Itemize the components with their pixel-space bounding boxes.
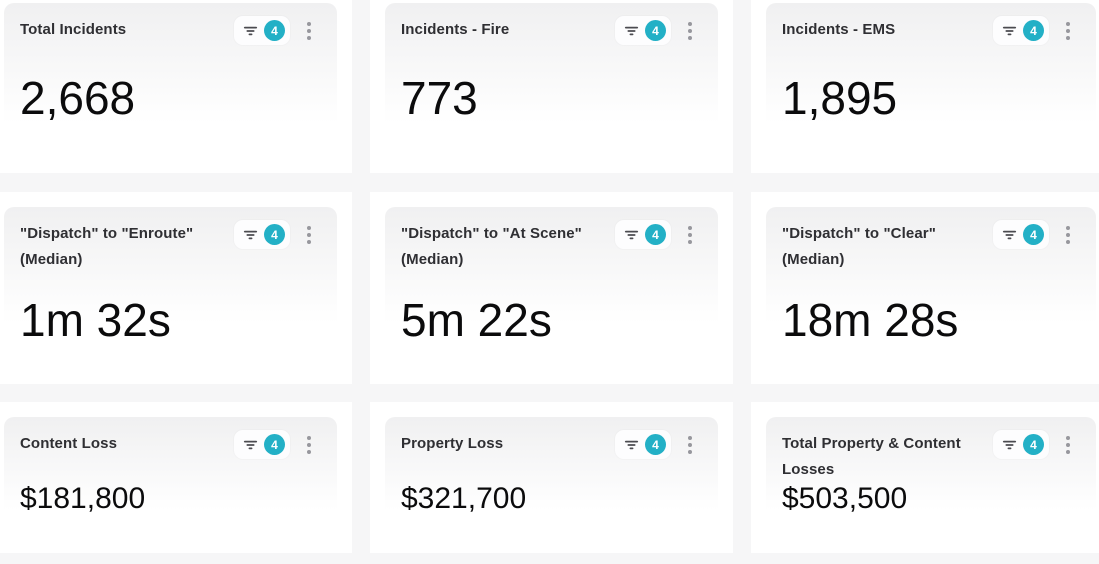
filter-lines-icon bbox=[1002, 438, 1017, 452]
filter-lines-icon bbox=[624, 228, 639, 242]
kebab-menu-icon[interactable] bbox=[1062, 433, 1074, 457]
kebab-menu-icon[interactable] bbox=[684, 433, 696, 457]
gutter-strip-vertical-2 bbox=[733, 0, 751, 564]
kebab-menu-icon[interactable] bbox=[303, 433, 315, 457]
gutter-strip-horizontal-3 bbox=[0, 553, 1099, 564]
kebab-menu-icon[interactable] bbox=[684, 223, 696, 247]
card-value: 1m 32s bbox=[20, 294, 171, 346]
card-header: "Dispatch" to "At Scene" (Median) 4 bbox=[401, 220, 696, 273]
card-title: Incidents - EMS bbox=[782, 21, 896, 38]
filter-count-badge: 4 bbox=[264, 224, 285, 245]
filter-count-badge: 4 bbox=[1023, 434, 1044, 455]
card-value: 1,895 bbox=[782, 72, 898, 124]
card-header-controls: 4 bbox=[234, 16, 315, 45]
card-title: Content Loss bbox=[20, 435, 118, 452]
card-title: "Dispatch" to "Clear" (Median) bbox=[782, 225, 936, 268]
filter-count-badge: 4 bbox=[264, 20, 285, 41]
card-header: Incidents - EMS 4 bbox=[782, 16, 1074, 45]
filter-lines-icon bbox=[243, 438, 258, 452]
card-header-controls: 4 bbox=[993, 220, 1074, 249]
filter-button[interactable]: 4 bbox=[234, 220, 290, 249]
filter-button[interactable]: 4 bbox=[234, 430, 290, 459]
gutter-strip-vertical-1 bbox=[352, 0, 370, 564]
filter-count-badge: 4 bbox=[1023, 20, 1044, 41]
card-title: Total Incidents bbox=[20, 21, 127, 38]
kpi-card: Total Property & Content Losses 4 bbox=[766, 417, 1096, 547]
card-header-controls: 4 bbox=[993, 430, 1074, 459]
gutter-strip-horizontal-2 bbox=[0, 384, 1099, 402]
filter-lines-icon bbox=[243, 228, 258, 242]
filter-button[interactable]: 4 bbox=[993, 16, 1049, 45]
kebab-menu-icon[interactable] bbox=[303, 223, 315, 247]
kebab-menu-icon[interactable] bbox=[1062, 19, 1074, 43]
card-value: 5m 22s bbox=[401, 294, 552, 346]
card-title: Incidents - Fire bbox=[401, 21, 510, 38]
kebab-menu-icon[interactable] bbox=[684, 19, 696, 43]
kpi-card: "Dispatch" to "At Scene" (Median) 4 bbox=[385, 207, 718, 369]
card-header-controls: 4 bbox=[234, 430, 315, 459]
filter-lines-icon bbox=[624, 24, 639, 38]
kebab-menu-icon[interactable] bbox=[1062, 223, 1074, 247]
card-title: "Dispatch" to "Enroute" (Median) bbox=[20, 225, 194, 268]
card-header: Property Loss 4 bbox=[401, 430, 696, 459]
filter-lines-icon bbox=[1002, 24, 1017, 38]
filter-count-badge: 4 bbox=[645, 20, 666, 41]
filter-count-badge: 4 bbox=[264, 434, 285, 455]
filter-button[interactable]: 4 bbox=[615, 220, 671, 249]
card-header-controls: 4 bbox=[615, 430, 696, 459]
filter-count-badge: 4 bbox=[645, 434, 666, 455]
card-value: $181,800 bbox=[20, 482, 146, 515]
card-header-controls: 4 bbox=[615, 16, 696, 45]
card-value: $321,700 bbox=[401, 482, 527, 515]
kpi-card: Incidents - EMS 4 1,895 bbox=[766, 3, 1096, 170]
filter-button[interactable]: 4 bbox=[615, 430, 671, 459]
kpi-card: "Dispatch" to "Enroute" (Median) 4 bbox=[4, 207, 337, 369]
filter-button[interactable]: 4 bbox=[615, 16, 671, 45]
card-header: Total Incidents 4 bbox=[20, 16, 315, 45]
card-header: Total Property & Content Losses 4 bbox=[782, 430, 1074, 483]
filter-count-badge: 4 bbox=[645, 224, 666, 245]
filter-button[interactable]: 4 bbox=[234, 16, 290, 45]
card-header: Content Loss 4 bbox=[20, 430, 315, 459]
card-header-controls: 4 bbox=[615, 220, 696, 249]
card-header: "Dispatch" to "Enroute" (Median) 4 bbox=[20, 220, 315, 273]
card-value: 2,668 bbox=[20, 72, 136, 124]
kpi-card: "Dispatch" to "Clear" (Median) 4 bbox=[766, 207, 1096, 369]
card-header: "Dispatch" to "Clear" (Median) 4 bbox=[782, 220, 1074, 273]
kpi-card: Property Loss 4 $321,700 bbox=[385, 417, 718, 547]
card-value: 18m 28s bbox=[782, 294, 959, 346]
card-title: Property Loss bbox=[401, 435, 504, 452]
filter-count-badge: 4 bbox=[1023, 224, 1044, 245]
kpi-card: Total Incidents 4 2,668 bbox=[4, 3, 337, 170]
card-value: $503,500 bbox=[782, 482, 908, 515]
filter-lines-icon bbox=[243, 24, 258, 38]
filter-lines-icon bbox=[624, 438, 639, 452]
card-title: Total Property & Content Losses bbox=[782, 435, 961, 478]
filter-button[interactable]: 4 bbox=[993, 220, 1049, 249]
filter-button[interactable]: 4 bbox=[993, 430, 1049, 459]
kebab-menu-icon[interactable] bbox=[303, 19, 315, 43]
kpi-card: Content Loss 4 $181,800 bbox=[4, 417, 337, 547]
card-header: Incidents - Fire 4 bbox=[401, 16, 696, 45]
card-title: "Dispatch" to "At Scene" (Median) bbox=[401, 225, 582, 268]
gutter-strip-horizontal-1 bbox=[0, 173, 1099, 192]
card-header-controls: 4 bbox=[993, 16, 1074, 45]
kpi-card: Incidents - Fire 4 773 bbox=[385, 3, 718, 170]
card-value: 773 bbox=[401, 72, 478, 124]
card-header-controls: 4 bbox=[234, 220, 315, 249]
filter-lines-icon bbox=[1002, 228, 1017, 242]
